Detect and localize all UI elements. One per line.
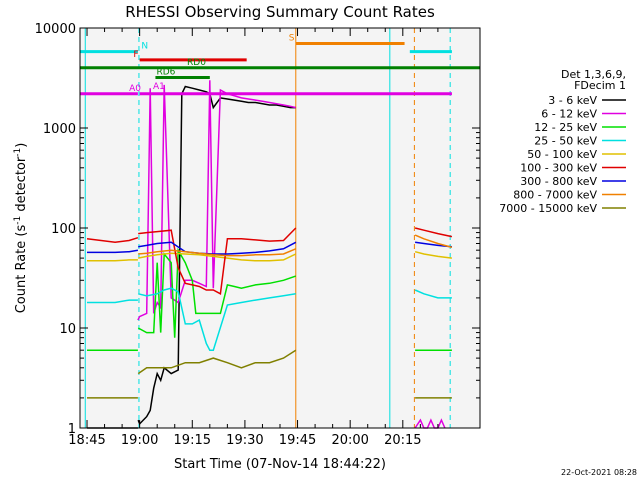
series-3-segment-1 <box>138 287 296 351</box>
y-axis-label: Count Rate (s-1 detector-1) <box>13 143 29 314</box>
series-5-segment-2 <box>414 227 453 238</box>
x-tick-label-5: 20:00 <box>331 433 368 448</box>
flag-label-1: F <box>133 50 138 60</box>
flag-label-2: S <box>289 33 295 43</box>
flag-bars: NF S RD0 RD6 A0 A1 <box>80 33 480 96</box>
y-axis-label-part1: Count Rate (s <box>14 225 29 314</box>
legend-label-3: 25 - 50 keV <box>534 135 597 148</box>
axes: 18:45 19:00 19:15 19:30 19:45 20:00 20:15 1 10 10… <box>35 22 481 448</box>
series-4-segment-1 <box>138 252 297 262</box>
flag-label-0: N <box>141 42 148 52</box>
flag-label-5: A0 <box>129 84 141 94</box>
y-axis-label-sup2: -1 <box>13 148 23 157</box>
y-axis-label-sup1: -1 <box>13 216 23 225</box>
y-tick-label-0: 1 <box>68 422 76 437</box>
series-6-segment-1 <box>138 241 297 255</box>
series-3-segment-2 <box>414 289 452 299</box>
series-5-segment-0 <box>86 236 139 244</box>
x-axis-label: Start Time (07-Nov-14 18:44:22) <box>174 457 386 472</box>
legend-label-2: 12 - 25 keV <box>534 121 597 134</box>
legend-label-1: 6 - 12 keV <box>541 108 597 121</box>
y-axis-label-part3: ) <box>14 143 29 148</box>
series-4-segment-0 <box>87 259 138 262</box>
chart-title: RHESSI Observing Summary Count Rates <box>125 3 435 21</box>
series-5-segment-1 <box>138 227 297 295</box>
flag-label-3: RD0 <box>187 58 206 68</box>
x-tick-label-0: 18:45 <box>68 433 105 448</box>
legend-header-0: Det 1,3,6,9, <box>561 68 626 81</box>
series-0-segment-1 <box>137 85 296 426</box>
x-tick-label-3: 19:30 <box>226 433 263 448</box>
series-1-segment-1 <box>414 418 446 429</box>
x-tick-label-1: 19:00 <box>121 433 158 448</box>
series-8-segment-1 <box>137 349 297 375</box>
flag-label-6: A1 <box>153 82 165 92</box>
legend-label-7: 800 - 7000 keV <box>513 189 597 202</box>
y-tick-label-3: 1000 <box>43 122 76 137</box>
x-tick-label-2: 19:15 <box>174 433 211 448</box>
y-axis-label-part2: detector <box>14 156 29 216</box>
x-tick-label-4: 19:45 <box>279 433 316 448</box>
series-4-segment-2 <box>414 250 452 259</box>
legend-label-5: 100 - 300 keV <box>520 162 597 175</box>
series-7-segment-1 <box>414 234 453 249</box>
legend-label-0: 3 - 6 keV <box>548 94 597 107</box>
legend-label-4: 50 - 100 keV <box>527 148 597 161</box>
y-tick-label-2: 100 <box>51 222 76 237</box>
flag-label-4: RD6 <box>156 67 175 77</box>
x-tick-label-6: 20:15 <box>384 433 421 448</box>
legend-label-8: 7000 - 15000 keV <box>499 202 597 215</box>
series-6-segment-0 <box>87 249 139 254</box>
series-2-segment-1 <box>137 247 297 338</box>
timestamp: 22-Oct-2021 08:28 <box>561 468 637 477</box>
y-tick-label-1: 10 <box>59 322 76 337</box>
legend-label-6: 300 - 800 keV <box>520 175 597 188</box>
series-3-segment-0 <box>87 299 138 304</box>
series-7-segment-0 <box>138 248 297 257</box>
y-tick-label-4: 10000 <box>35 22 76 37</box>
legend-header-1: FDecim 1 <box>574 79 626 92</box>
